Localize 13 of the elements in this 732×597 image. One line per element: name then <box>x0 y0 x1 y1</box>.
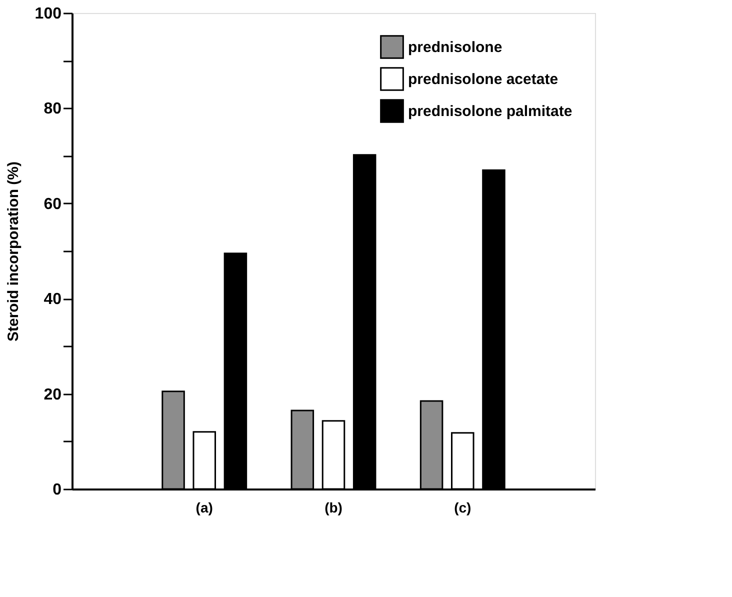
legend-label: prednisolone <box>408 39 502 56</box>
y-tick-label: 40 <box>44 291 62 308</box>
x-tick-label: (b) <box>324 500 342 516</box>
y-tick-label: 80 <box>44 100 62 118</box>
legend-label: prednisolone acetate <box>408 71 558 88</box>
y-tick-label: 100 <box>34 6 62 22</box>
y-tick-label: 0 <box>52 482 62 498</box>
y-tick-label: 20 <box>44 386 62 404</box>
x-tick-label: (a) <box>196 500 213 516</box>
legend-label: prednisolone palmitate <box>408 103 572 120</box>
x-tick-label: (c) <box>454 500 472 516</box>
y-tick-label: 60 <box>44 196 62 213</box>
y-axis-title: Steroid incorporation (%) <box>4 161 22 342</box>
